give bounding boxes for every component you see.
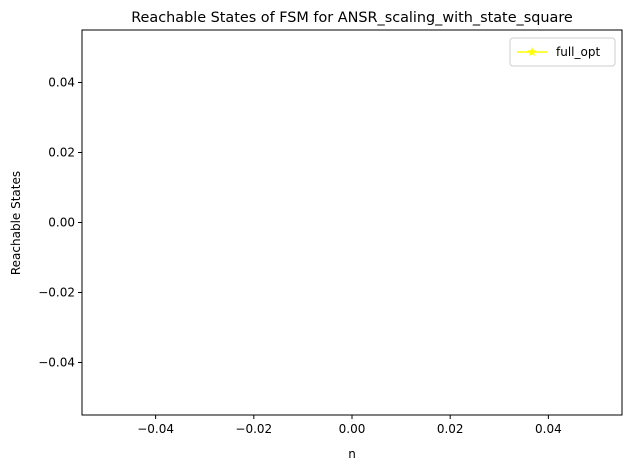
- y-tick-label: −0.04: [38, 356, 75, 370]
- legend-box: [509, 37, 616, 67]
- y-axis-ticks: −0.04 −0.02 0.00 0.02 0.04: [38, 76, 82, 370]
- legend: full_opt: [509, 37, 616, 67]
- legend-label-full-opt: full_opt: [556, 45, 600, 59]
- x-tick-label: −0.02: [235, 422, 272, 436]
- x-tick-label: 0.00: [339, 422, 366, 436]
- x-tick-label: 0.02: [437, 422, 464, 436]
- y-tick-label: 0.04: [48, 76, 75, 90]
- y-tick-label: 0.00: [48, 216, 75, 230]
- y-tick-label: 0.02: [48, 146, 75, 160]
- legend-star-marker-full-opt: [527, 47, 537, 57]
- x-axis-ticks: −0.04 −0.02 0.00 0.02 0.04: [137, 415, 562, 436]
- plot-frame: [81, 29, 623, 416]
- chart-title: Reachable States of FSM for ANSR_scaling…: [131, 10, 573, 26]
- x-axis-label: n: [348, 447, 356, 461]
- x-tick-label: 0.04: [535, 422, 562, 436]
- y-tick-label: −0.02: [38, 286, 75, 300]
- x-tick-label: −0.04: [137, 422, 174, 436]
- y-axis-label: Reachable States: [9, 171, 23, 275]
